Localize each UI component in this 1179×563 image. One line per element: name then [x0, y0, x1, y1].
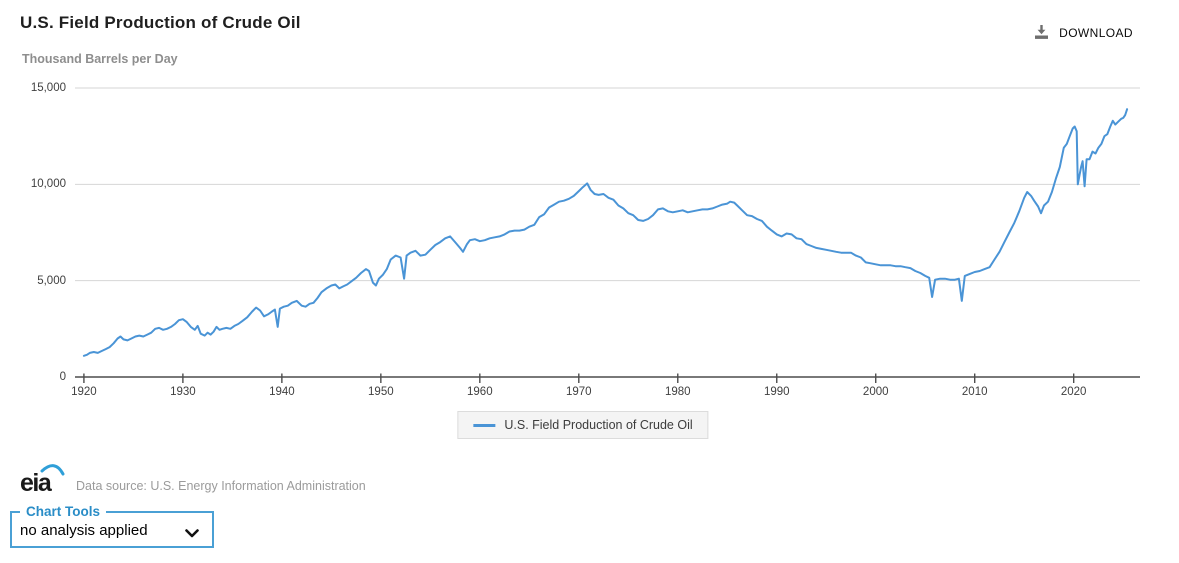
x-axis-label: 1930 — [170, 386, 196, 398]
eia-swoosh-icon — [40, 464, 65, 476]
y-axis-label: 0 — [59, 371, 66, 383]
legend-line-swatch — [473, 423, 496, 427]
y-axis-label: 15,000 — [30, 82, 66, 94]
download-button[interactable]: DOWNLOAD — [1033, 24, 1133, 41]
data-source-text: Data source: U.S. Energy Information Adm… — [76, 479, 366, 493]
x-axis-label: 1960 — [467, 386, 493, 398]
eia-logo: eia — [19, 462, 69, 503]
crude-oil-chart[interactable]: 0 5,000 10,000 15,000 1920 1930 1940 1950 1960 1… — [0, 80, 1179, 410]
x-axis-label: 2000 — [862, 386, 889, 398]
x-axis-label: 1950 — [368, 386, 394, 398]
download-icon — [1033, 24, 1050, 41]
download-label: DOWNLOAD — [1059, 25, 1133, 40]
x-axis-label: 1990 — [763, 386, 790, 398]
unit-label: Thousand Barrels per Day — [22, 52, 178, 66]
y-axis-label: 10,000 — [30, 178, 66, 191]
x-axis-label: 1920 — [71, 386, 97, 398]
chart-canvas — [75, 87, 1140, 383]
page-title: U.S. Field Production of Crude Oil — [20, 13, 301, 32]
svg-text:eia: eia — [20, 469, 53, 497]
production-line-series — [82, 108, 1129, 357]
x-axis-label: 1970 — [565, 386, 592, 398]
x-axis-label: 1980 — [664, 386, 691, 398]
x-axis-label: 1940 — [269, 386, 295, 398]
analysis-select[interactable]: no analysis applied — [12, 519, 212, 545]
chart-tools-panel: Chart Tools no analysis applied — [10, 504, 214, 548]
x-axis-label: 2020 — [1060, 386, 1087, 398]
chart-tools-label: Chart Tools — [26, 504, 100, 519]
x-axis-label: 2010 — [961, 386, 988, 398]
legend-item-crude-oil[interactable]: U.S. Field Production of Crude Oil — [457, 411, 709, 439]
legend-label: U.S. Field Production of Crude Oil — [504, 418, 693, 432]
y-axis-label: 5,000 — [37, 274, 66, 287]
